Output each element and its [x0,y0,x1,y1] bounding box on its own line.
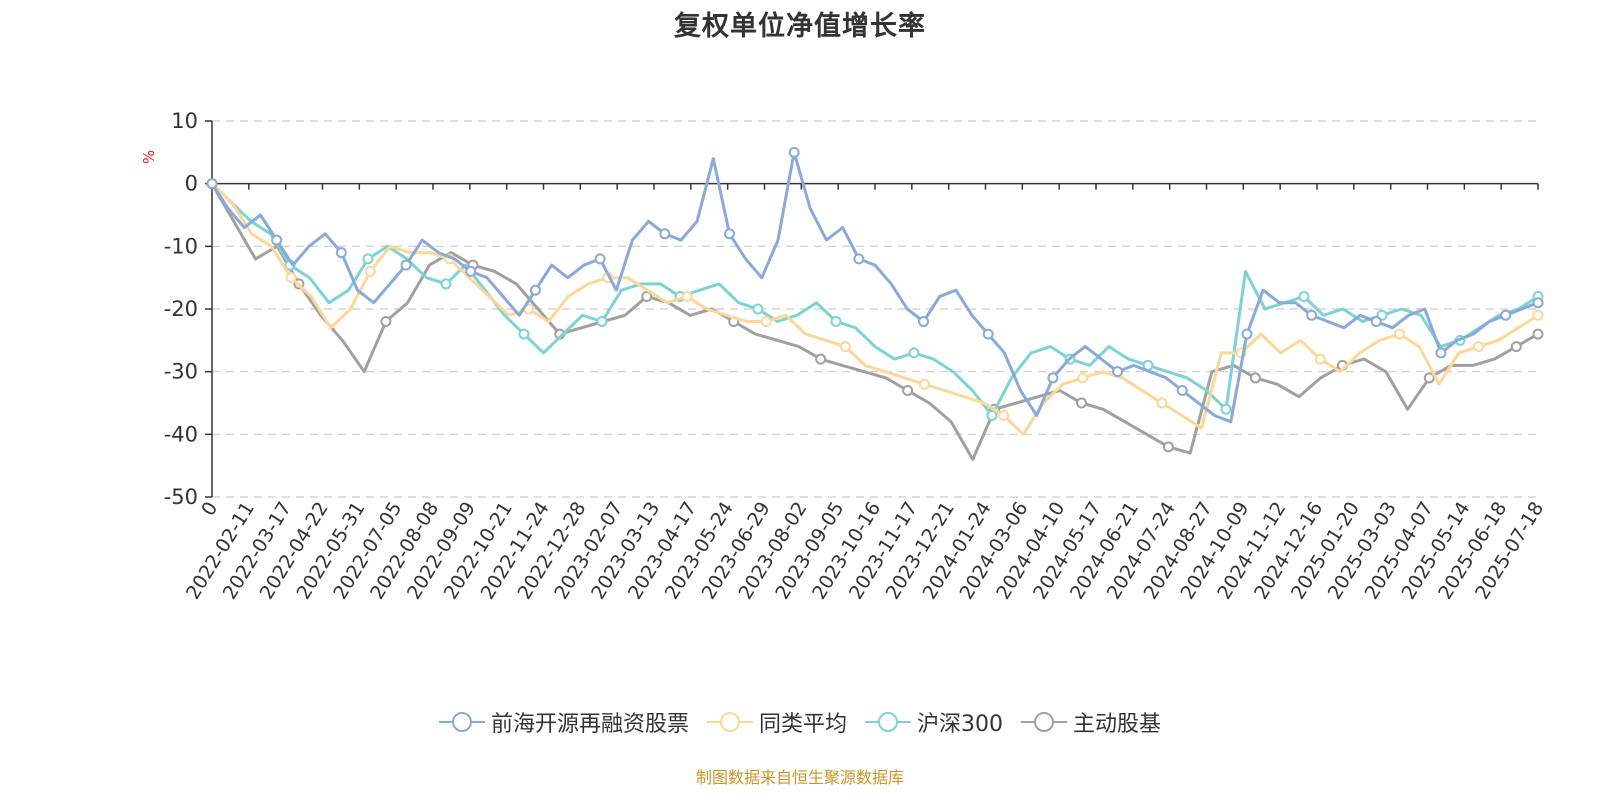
chart-title: 复权单位净值增长率 [674,11,926,42]
data-point [752,303,764,315]
data-point [1249,372,1261,384]
data-point [659,228,671,240]
y-tick-label: -20 [164,297,198,321]
data-point [918,378,930,390]
legend-item-peer-average[interactable]: 同类平均 [706,706,847,738]
legend-label: 沪深300 [917,712,1003,737]
legend-label: 前海开源再融资股票 [490,712,689,737]
source-note: 制图数据来自恒生聚源数据库 [695,768,904,787]
data-point [1393,328,1405,340]
data-point [529,284,541,296]
data-point [830,316,842,328]
data-point [998,410,1010,422]
data-point [1162,441,1174,453]
data-point [1176,384,1188,396]
data-point [839,341,851,353]
legend-item-csi300[interactable]: 沪深300 [865,706,1003,738]
data-point [1156,397,1168,409]
data-point [440,278,452,290]
legend-item-qianhai[interactable]: 前海开源再融资股票 [438,706,689,738]
legend-marker-icon [1021,712,1067,732]
data-point [1220,403,1232,415]
y-tick-label: 0 [185,172,198,196]
legend-label: 同类平均 [758,712,847,737]
data-point [760,316,772,328]
legend-marker-icon [865,712,911,732]
data-point [1306,309,1318,321]
data-point [335,247,347,259]
data-point [853,253,865,265]
data-point [815,353,827,365]
data-point [723,228,735,240]
data-point [641,290,653,302]
legend-marker-icon [706,712,753,732]
data-point [1532,297,1544,309]
data-point [982,328,994,340]
data-point [1076,397,1088,409]
data-point [594,253,606,265]
data-point [1532,328,1544,340]
data-point [285,272,297,284]
data-point [364,265,376,277]
data-point [1435,347,1447,359]
data-point [518,328,530,340]
data-point [1532,309,1544,321]
data-point [1423,372,1435,384]
data-point [596,316,608,328]
data-point [1473,341,1485,353]
data-point [1077,372,1089,384]
series-line [210,182,1539,461]
y-tick-label: -30 [164,360,198,384]
y-tick-label: -50 [164,485,198,509]
y-tick-label: -10 [164,234,198,258]
legend-label: 主动股基 [1073,712,1162,737]
data-point [1370,316,1382,328]
data-point [918,316,930,328]
data-point [908,347,920,359]
data-point [380,316,392,328]
data-point [206,178,218,190]
data-point [681,290,693,302]
legend: 前海开源再融资股票 同类平均 沪深300 主动股基 [0,702,1600,742]
data-point [1241,328,1253,340]
data-point [400,259,412,271]
data-point [788,146,800,158]
data-point [1112,366,1124,378]
legend-marker-icon [438,712,485,732]
series-line [210,150,1539,424]
data-point [465,265,477,277]
legend-item-active-equity[interactable]: 主动股基 [1021,706,1161,738]
data-point [902,384,914,396]
data-point [1510,341,1522,353]
x-tick-label: 0 [197,498,222,520]
data-point [986,410,998,422]
data-point [1500,309,1512,321]
data-point [271,234,283,246]
y-tick-label: 10 [171,109,198,133]
data-point [362,253,374,265]
data-point [1047,372,1059,384]
data-point [1314,353,1326,365]
data-point [1298,290,1310,302]
line-chart: 100-10-20-30-40-50 02022-02-112022-03-172… [164,109,1549,603]
y-tick-label: -40 [164,422,198,446]
series-line [210,182,1539,417]
